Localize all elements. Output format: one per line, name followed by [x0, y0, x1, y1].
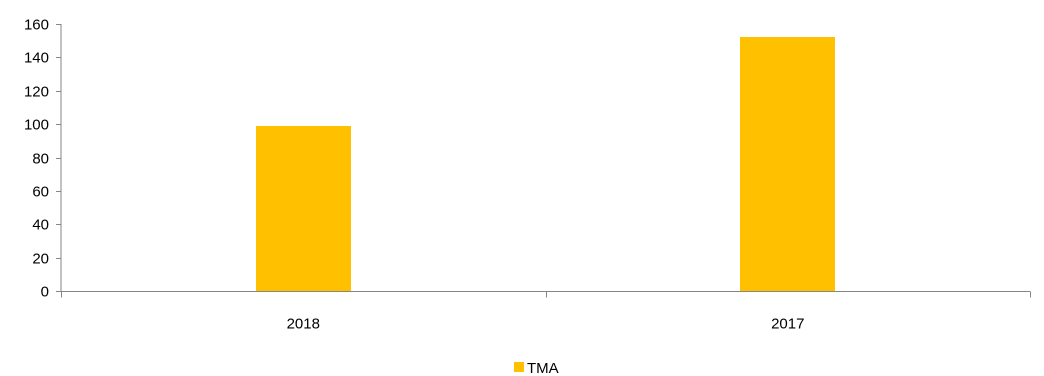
y-tick-label: 120 [24, 84, 49, 101]
legend: TMA [514, 360, 559, 376]
y-tick-label: 140 [24, 50, 49, 67]
legend-label-tma: TMA [527, 360, 559, 376]
y-axis: 0 20 40 60 80 100 120 140 160 [24, 17, 62, 301]
bar-2018 [256, 126, 351, 291]
y-tick-label: 40 [32, 217, 49, 234]
x-axis: 2018 2017 [61, 291, 1031, 333]
y-tick-label: 0 [41, 284, 49, 301]
y-tick-label: 80 [32, 151, 49, 168]
y-tick-label: 160 [24, 17, 49, 34]
bar-2017 [740, 37, 835, 291]
legend-swatch-tma [514, 362, 524, 372]
y-tick-label: 20 [32, 251, 49, 268]
x-tick-label: 2018 [287, 316, 320, 333]
y-tick-label: 60 [32, 184, 49, 201]
y-tick-label: 100 [24, 117, 49, 134]
bar-series [256, 37, 835, 291]
x-tick-label: 2017 [771, 316, 804, 333]
